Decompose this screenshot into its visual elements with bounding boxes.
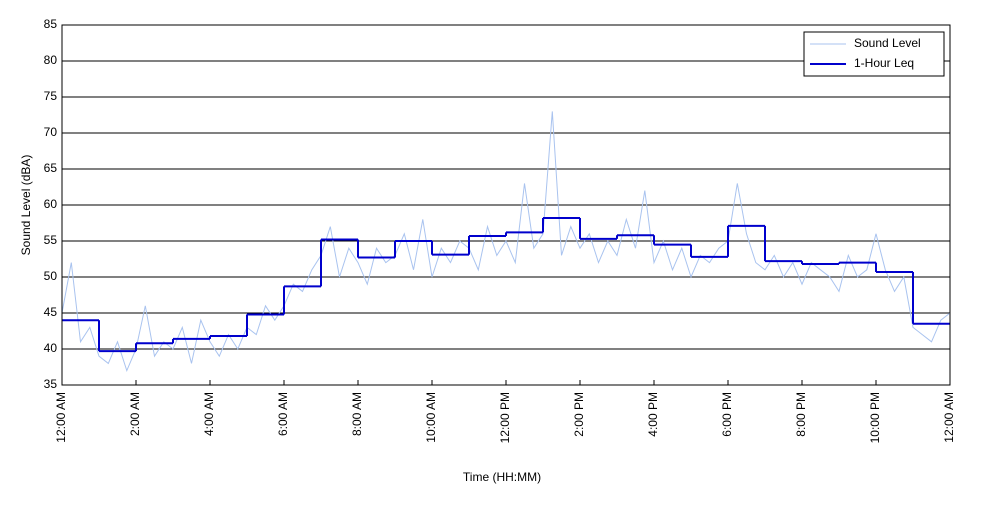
x-tick-label: 12:00 AM <box>942 392 956 443</box>
y-tick-label: 80 <box>44 53 58 67</box>
y-tick-label: 40 <box>44 341 58 355</box>
x-tick-label: 8:00 AM <box>350 392 364 436</box>
y-tick-label: 35 <box>44 377 58 391</box>
y-tick-label: 85 <box>44 17 58 31</box>
x-axis-label: Time (HH:MM) <box>463 470 541 484</box>
legend-box <box>803 31 945 77</box>
x-tick-label: 10:00 AM <box>424 392 438 443</box>
y-tick-label: 75 <box>44 89 58 103</box>
sound-level-line <box>61 111 951 373</box>
x-tick-label: 12:00 AM <box>54 392 68 443</box>
y-tick-label: 60 <box>44 197 58 211</box>
x-tick-label: 2:00 PM <box>572 392 586 437</box>
plot-frame <box>61 24 951 386</box>
y-tick-label: 65 <box>44 161 58 175</box>
y-tick-label: 50 <box>44 269 58 283</box>
x-tick-label: 8:00 PM <box>794 392 808 437</box>
x-tick-label: 6:00 AM <box>276 392 290 436</box>
x-tick-label: 10:00 PM <box>868 392 882 443</box>
x-tick-label: 4:00 AM <box>202 392 216 436</box>
y-axis-label: Sound Level (dBA) <box>19 155 33 256</box>
legend-label: 1-Hour Leq <box>854 56 914 70</box>
y-tick-label: 55 <box>44 233 58 247</box>
y-tick-label: 70 <box>44 125 58 139</box>
x-tick-label: 4:00 PM <box>646 392 660 437</box>
x-tick-label: 6:00 PM <box>720 392 734 437</box>
x-tick-label: 12:00 PM <box>498 392 512 443</box>
legend-label: Sound Level <box>854 36 921 50</box>
x-tick-label: 2:00 AM <box>128 392 142 436</box>
y-tick-label: 45 <box>44 305 58 319</box>
